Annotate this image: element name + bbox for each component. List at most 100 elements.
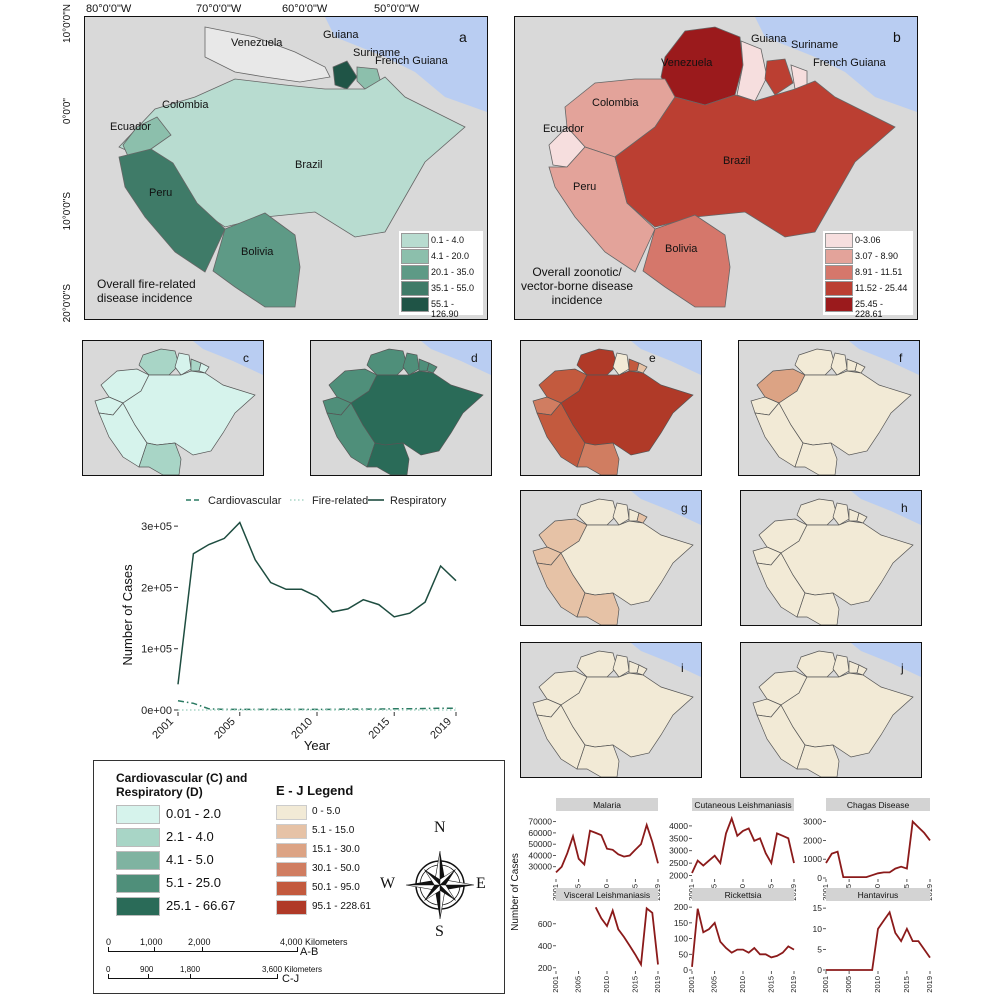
x-tick-label: 2001: [150, 716, 176, 742]
country-region: [794, 442, 838, 475]
legend-label: Cardiovascular: [208, 495, 282, 507]
country-region: [366, 348, 408, 376]
label-colombia: Colombia: [162, 99, 209, 111]
map-a-svg: [85, 17, 487, 319]
legend-b: 0-3.06 3.07 - 8.90 8.91 - 11.51 11.52 - …: [823, 231, 913, 319]
map-h-svg: [741, 491, 921, 625]
y-tick-label: 200: [674, 902, 688, 912]
scale-tick: 0: [106, 965, 111, 974]
lon-label: 80°0'0"W: [86, 3, 132, 15]
facet-header: [826, 798, 930, 811]
map-panel-d: d: [310, 340, 492, 476]
legend-swatch: [825, 281, 853, 296]
country-region: [576, 744, 620, 777]
y-tick-label: 5: [817, 944, 822, 954]
legend-swatch: [401, 297, 429, 312]
title-line: disease incidence: [97, 291, 193, 305]
x-tick-label: 2005: [212, 716, 238, 742]
lat-label: 10°0'0"N: [62, 4, 73, 43]
facet-title: Visceral Leishmaniasis: [564, 890, 650, 900]
legend-label: 15.1 - 30.0: [312, 844, 360, 855]
legend-label: 5.1 - 25.0: [166, 875, 221, 890]
label-brazil: Brazil: [723, 155, 751, 167]
country-region: [366, 442, 410, 475]
facet-title: Malaria: [593, 800, 621, 810]
y-tick-label: 15: [813, 903, 823, 913]
x-tick-label: 2010: [602, 976, 611, 993]
title-line: incidence: [551, 293, 603, 307]
country-region: [138, 442, 182, 475]
y-tick-label: 150: [674, 918, 688, 928]
y-tick-label: 1e+05: [141, 644, 172, 656]
label-guiana: Guiana: [323, 29, 359, 41]
map-e-svg: [521, 341, 701, 475]
y-tick-label: 0: [817, 873, 822, 883]
label-venezuela: Venezuela: [231, 37, 283, 49]
x-tick-label: 2001: [687, 884, 696, 901]
lat-label: 0°0'0": [62, 98, 73, 125]
title-line: Respiratory (D): [116, 785, 203, 799]
y-axis-label: Number of Cases: [510, 853, 521, 931]
lon-label: 70°0'0"W: [196, 3, 242, 15]
panel-letter: c: [243, 351, 249, 365]
compass-n: N: [434, 819, 446, 836]
legend-swatch: [401, 249, 429, 264]
facet-series-line: [691, 815, 795, 874]
label-peru: Peru: [573, 181, 597, 193]
country-region: [612, 502, 630, 526]
facet-header: [556, 888, 658, 901]
y-tick-label: 1000: [803, 854, 822, 864]
map-d-svg: [311, 341, 491, 475]
map-g-svg: [521, 491, 701, 625]
scale-tick: 1,800: [180, 965, 201, 974]
x-tick-label: 2015: [902, 976, 911, 993]
x-axis-label: Year: [304, 738, 331, 753]
y-tick-label: 60000: [528, 828, 552, 838]
country-region: [796, 650, 838, 678]
compass-e: E: [476, 875, 486, 892]
title-line: Overall zoonotic/: [532, 265, 622, 279]
title-line: vector-borne disease: [521, 279, 634, 293]
x-tick-label: 2001: [687, 976, 696, 993]
scale-tick: 1,000: [140, 937, 163, 947]
y-tick-label: 100: [674, 934, 688, 944]
compass-star-icon: [405, 850, 475, 920]
legend-label: 8.91 - 11.51: [855, 267, 903, 277]
legend-label: 30.1 - 50.0: [312, 863, 360, 874]
legend-label: 55.1 - 126.90: [431, 299, 459, 319]
country-region: [796, 592, 840, 625]
country-region: [576, 442, 620, 475]
panel-letter: j: [901, 661, 904, 675]
x-tick-label: 2010: [738, 976, 747, 993]
legend-swatch: [116, 897, 160, 916]
panel-letter: i: [681, 661, 684, 675]
y-tick-label: 4000: [669, 821, 688, 831]
facet-header: [556, 798, 658, 811]
label-bolivia: Bolivia: [665, 243, 698, 255]
label-suriname: Suriname: [791, 39, 839, 51]
legend-label: 2.1 - 4.0: [166, 829, 214, 844]
x-tick-label: 2001: [821, 884, 830, 901]
scale-tick: 0: [106, 937, 112, 947]
y-tick-label: 200: [538, 963, 552, 973]
legend-label: 0 - 5.0: [312, 806, 341, 817]
y-tick-label: 0e+00: [141, 705, 172, 717]
legend-swatch: [825, 233, 853, 248]
lon-label: 60°0'0"W: [282, 3, 328, 15]
legend-label: 50.1 - 95.0: [312, 882, 360, 893]
label-colombia: Colombia: [592, 97, 639, 109]
legend-label: 0.01 - 2.0: [166, 806, 221, 821]
legend-label: 95.1 - 228.61: [312, 901, 371, 912]
country-region: [402, 352, 420, 376]
country-region: [832, 502, 850, 526]
facet-series-line: [691, 908, 795, 967]
y-tick-label: 3500: [669, 833, 688, 843]
zoonotic-facet-chart: Number of CasesMalaria300004000050000600…: [510, 798, 934, 993]
x-tick-label: 2019: [653, 976, 662, 993]
lon-label: 50°0'0"W: [374, 3, 420, 15]
legend-swatch: [401, 281, 429, 296]
legend-swatch: [825, 249, 853, 264]
longitude-labels: 80°0'0"W 70°0'0"W 60°0'0"W 50°0'0"W: [86, 3, 486, 17]
facet-series-line: [555, 821, 659, 874]
map-panel-j: j: [740, 642, 922, 778]
